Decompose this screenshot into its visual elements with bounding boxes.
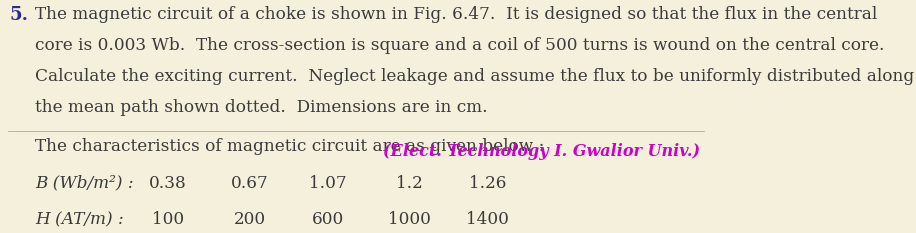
- Text: 1.07: 1.07: [309, 175, 347, 192]
- Text: 1.26: 1.26: [469, 175, 507, 192]
- Text: 200: 200: [234, 211, 266, 228]
- Text: the mean path shown dotted.  Dimensions are in cm.: the mean path shown dotted. Dimensions a…: [36, 99, 488, 116]
- Text: The magnetic circuit of a choke is shown in Fig. 6.47.  It is designed so that t: The magnetic circuit of a choke is shown…: [36, 6, 878, 23]
- Text: 0.67: 0.67: [231, 175, 268, 192]
- Text: 100: 100: [152, 211, 184, 228]
- Text: core is 0.003 Wb.  The cross-section is square and a coil of 500 turns is wound : core is 0.003 Wb. The cross-section is s…: [36, 37, 885, 54]
- Text: 0.38: 0.38: [149, 175, 187, 192]
- Text: (Elect. Technology I. Gwalior Univ.): (Elect. Technology I. Gwalior Univ.): [384, 143, 701, 160]
- Text: 5.: 5.: [10, 6, 29, 24]
- Text: 1400: 1400: [466, 211, 509, 228]
- Text: 600: 600: [311, 211, 344, 228]
- Text: Calculate the exciting current.  Neglect leakage and assume the flux to be unifo: Calculate the exciting current. Neglect …: [36, 68, 915, 85]
- Text: 1.2: 1.2: [396, 175, 423, 192]
- Text: 1000: 1000: [388, 211, 431, 228]
- Text: The characteristics of magnetic circuit are as given below :: The characteristics of magnetic circuit …: [36, 138, 545, 155]
- Text: H (AT/m) :: H (AT/m) :: [36, 211, 124, 228]
- Text: B (Wb/m²) :: B (Wb/m²) :: [36, 175, 134, 192]
